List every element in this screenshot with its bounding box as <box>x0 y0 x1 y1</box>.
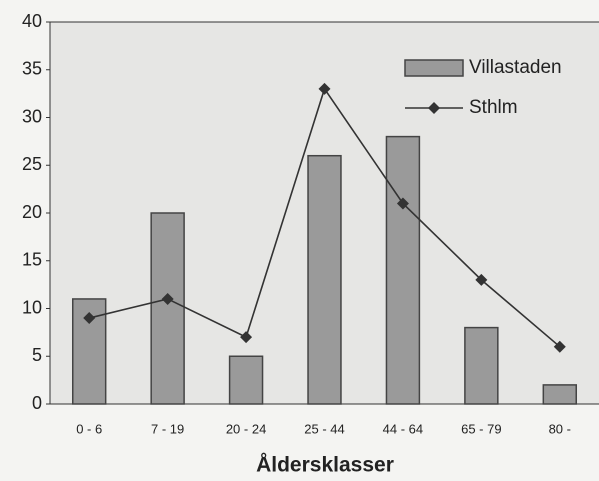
marker <box>553 340 566 353</box>
x-tick-label: 7 - 19 <box>151 421 184 436</box>
y-tick-label: 15 <box>22 250 42 270</box>
x-tick-label: 20 - 24 <box>226 421 266 436</box>
legend-swatch <box>404 59 464 77</box>
y-tick-label: 35 <box>22 59 42 79</box>
bar <box>542 384 578 405</box>
x-tick-label: 44 - 64 <box>383 421 423 436</box>
marker <box>396 197 409 210</box>
x-tick-label: 65 - 79 <box>461 421 501 436</box>
y-tick-label: 30 <box>22 106 42 126</box>
y-tick-label: 5 <box>32 345 42 365</box>
legend-marker <box>428 102 440 114</box>
y-tick-label: 10 <box>22 297 42 317</box>
legend-label: Villastaden <box>469 57 562 78</box>
marker <box>240 331 253 344</box>
marker <box>83 312 96 325</box>
y-tick-label: 0 <box>32 393 42 413</box>
x-axis-title: Åldersklasser <box>256 453 394 477</box>
marker <box>475 273 488 286</box>
bar <box>385 135 421 405</box>
bar <box>150 212 185 405</box>
x-tick-label: 25 - 44 <box>304 421 344 436</box>
y-tick-label: 25 <box>22 154 42 174</box>
bar <box>307 154 342 405</box>
y-tick-label: 40 <box>22 11 42 31</box>
x-tick-label: 0 - 6 <box>76 421 102 436</box>
legend-label: Sthlm <box>469 97 518 118</box>
x-tick-label: 80 - <box>549 421 571 436</box>
bar <box>464 326 499 405</box>
marker <box>161 292 174 305</box>
y-tick-label: 20 <box>22 202 42 222</box>
bar <box>228 355 264 405</box>
marker <box>318 82 331 95</box>
